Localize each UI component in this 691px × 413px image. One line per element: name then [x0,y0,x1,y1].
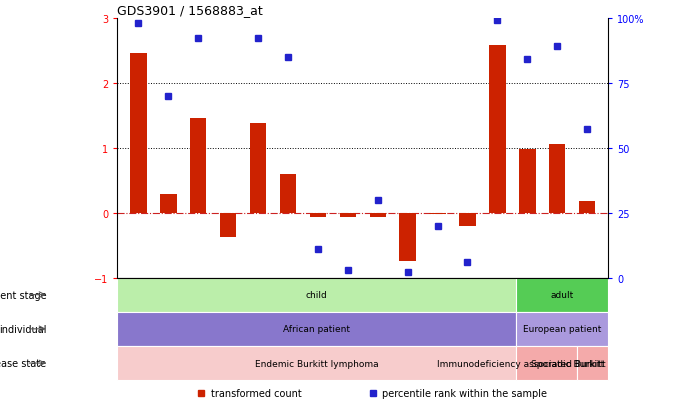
Bar [160,195,177,213]
Bar [516,346,578,380]
Bar [117,278,516,312]
Bar [429,213,446,214]
Text: African patient: African patient [283,325,350,334]
Bar [339,213,356,218]
Text: individual: individual [0,324,46,334]
Bar [117,346,516,380]
Bar [578,346,608,380]
Text: GDS3901 / 1568883_at: GDS3901 / 1568883_at [117,5,263,17]
Text: percentile rank within the sample: percentile rank within the sample [382,388,547,398]
Bar [460,213,475,226]
Bar [579,202,596,213]
Bar [489,46,506,213]
Bar [516,278,608,312]
Text: Sporadic Burkitt lymphoma: Sporadic Burkitt lymphoma [531,358,655,368]
Bar [280,174,296,213]
Bar [519,150,536,213]
Text: transformed count: transformed count [211,388,301,398]
Bar [399,213,416,262]
Text: disease state: disease state [0,358,46,368]
Text: European patient: European patient [523,325,601,334]
Text: Immunodeficiency associated Burkitt lymphoma: Immunodeficiency associated Burkitt lymp… [437,358,656,368]
Bar [250,123,266,213]
Text: adult: adult [551,290,574,299]
Bar [310,213,326,218]
Bar [549,145,565,213]
Text: child: child [306,290,328,299]
Bar [516,312,608,346]
Text: development stage: development stage [0,290,46,300]
Bar [370,213,386,218]
Bar [130,54,146,213]
Bar [220,213,236,237]
Bar [117,312,516,346]
Bar [190,119,207,213]
Text: Endemic Burkitt lymphoma: Endemic Burkitt lymphoma [255,358,379,368]
